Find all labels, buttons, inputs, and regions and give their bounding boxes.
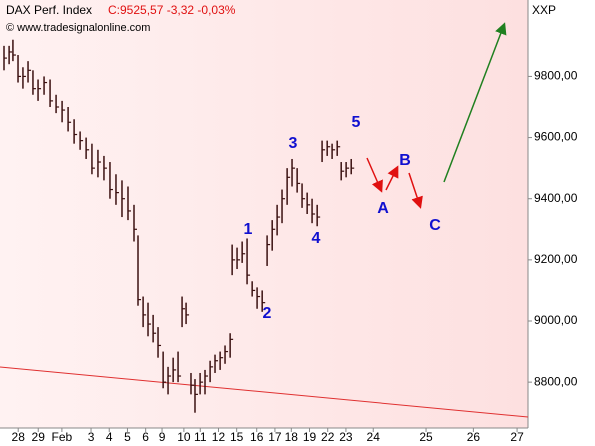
chart-subtitle: C:9525,57 -3,32 -0,03% bbox=[108, 3, 236, 17]
x-tick-label: 12 bbox=[212, 430, 226, 444]
x-tick-label: 25 bbox=[419, 430, 433, 444]
x-tick-label: 19 bbox=[303, 430, 317, 444]
x-tick-label: 24 bbox=[367, 430, 381, 444]
x-tick-label: 26 bbox=[467, 430, 481, 444]
x-tick-label: 17 bbox=[268, 430, 282, 444]
y-tick-label: 9600,00 bbox=[534, 130, 578, 144]
x-tick-label: 4 bbox=[106, 430, 113, 444]
wave-label: B bbox=[399, 152, 411, 169]
x-tick-label: 6 bbox=[142, 430, 149, 444]
x-tick-label: 3 bbox=[88, 430, 95, 444]
x-tick-label: 18 bbox=[285, 430, 299, 444]
x-tick-label: 28 bbox=[12, 430, 26, 444]
arrow bbox=[408, 172, 423, 209]
x-tick-label: 15 bbox=[230, 430, 244, 444]
x-tick-label: 23 bbox=[339, 430, 353, 444]
wave-label: 3 bbox=[289, 135, 298, 152]
wave-label: C bbox=[429, 217, 441, 234]
x-tick-label: 22 bbox=[321, 430, 335, 444]
y-tick-label: 8800,00 bbox=[534, 374, 578, 388]
wave-label: 5 bbox=[352, 114, 361, 131]
trend-line bbox=[0, 366, 529, 418]
x-tick-label: 16 bbox=[250, 430, 264, 444]
x-tick-label: 27 bbox=[510, 430, 524, 444]
y-tick-label: 9400,00 bbox=[534, 191, 578, 205]
wave-label: 1 bbox=[244, 221, 253, 238]
arrow bbox=[443, 22, 507, 183]
x-tick-label: 11 bbox=[194, 430, 207, 444]
plot-area bbox=[0, 0, 528, 428]
arrow bbox=[366, 157, 383, 193]
x-tick-label: 29 bbox=[32, 430, 46, 444]
y-tick-label: 9000,00 bbox=[534, 313, 578, 327]
arrow bbox=[385, 165, 399, 191]
source: © www.tradesignalonline.com bbox=[6, 22, 150, 34]
wave-label: 2 bbox=[263, 305, 272, 322]
wave-label: 4 bbox=[312, 230, 321, 247]
y-tick-label: 9200,00 bbox=[534, 252, 578, 266]
wave-label: A bbox=[377, 200, 389, 217]
bars bbox=[3, 39, 355, 413]
x-tick-label: Feb bbox=[52, 430, 73, 444]
chart-title: DAX Perf. Index bbox=[6, 3, 92, 17]
x-tick-label: 9 bbox=[159, 430, 166, 444]
y-tick-label: 9800,00 bbox=[534, 69, 578, 83]
x-tick-label: 5 bbox=[124, 430, 131, 444]
axis-name: XXP bbox=[532, 3, 556, 17]
x-tick-label: 10 bbox=[177, 430, 191, 444]
